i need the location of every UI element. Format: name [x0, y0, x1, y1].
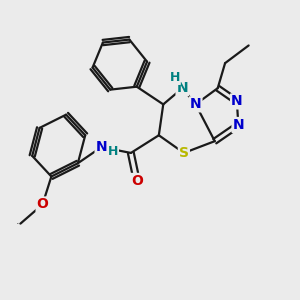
Text: N: N — [96, 140, 107, 154]
Text: N: N — [231, 94, 243, 108]
Text: methoxy: methoxy — [17, 223, 24, 224]
Text: H: H — [108, 145, 119, 158]
Text: N: N — [190, 98, 202, 111]
Text: O: O — [37, 197, 49, 212]
Text: S: S — [179, 146, 189, 160]
Text: H: H — [170, 71, 180, 84]
Text: O: O — [131, 174, 143, 188]
Text: N: N — [177, 81, 188, 95]
Text: N: N — [232, 118, 244, 132]
